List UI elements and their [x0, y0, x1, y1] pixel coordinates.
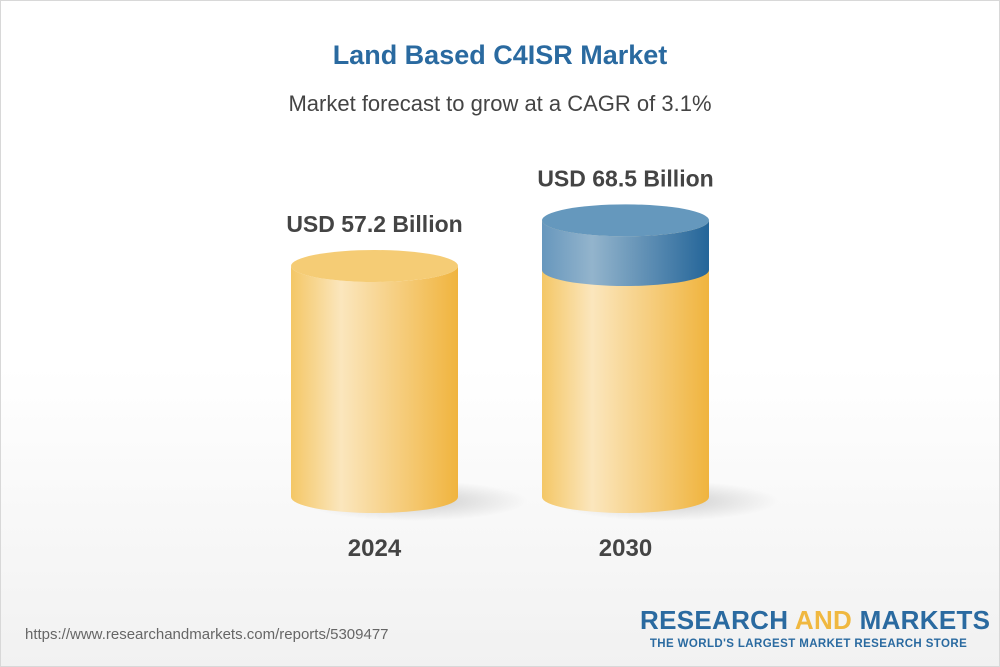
cylinder-top-2024	[291, 250, 458, 282]
research-and-markets-logo: RESEARCH AND MARKETS THE WORLD'S LARGEST…	[640, 605, 991, 650]
chart-subtitle: Market forecast to grow at a CAGR of 3.1…	[288, 91, 712, 116]
data-label: USD 68.5 Billion	[537, 165, 713, 191]
chart-title: Land Based C4ISR Market	[332, 40, 668, 70]
cylinder-top-2030	[542, 204, 709, 237]
cylinder-growth-band-2030	[542, 220, 709, 286]
cylinder-body-2030	[542, 220, 709, 513]
category-label: 2024	[348, 535, 402, 562]
category-label: 2030	[599, 535, 652, 562]
cylinder-body-2024	[291, 266, 459, 513]
source-url[interactable]: https://www.researchandmarkets.com/repor…	[25, 626, 389, 643]
data-label: USD 57.2 Billion	[286, 211, 462, 237]
